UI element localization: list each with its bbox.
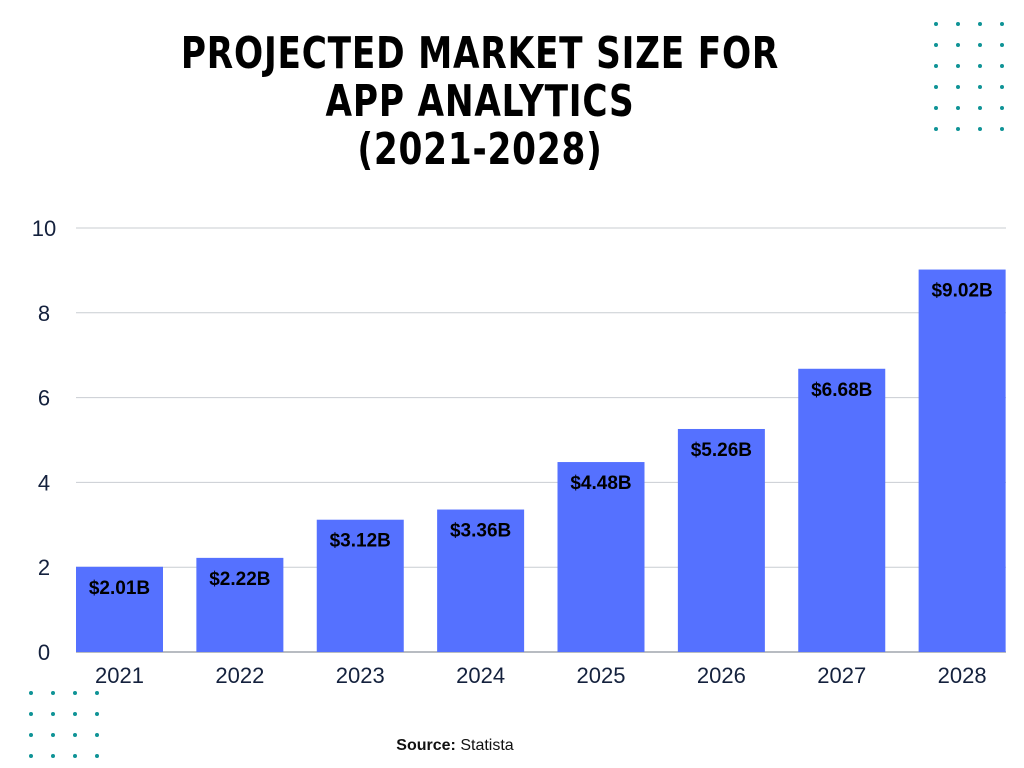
decorative-dot [73, 712, 77, 716]
decorative-dot [934, 106, 938, 110]
decorative-dot [934, 64, 938, 68]
bar [316, 519, 404, 652]
decorative-dot [51, 733, 55, 737]
data-label: $3.36B [450, 521, 511, 542]
decorative-dot [978, 64, 982, 68]
decorative-dot [956, 85, 960, 89]
decorative-dot [95, 712, 99, 716]
title-line-1: PROJECTED MARKET SIZE FOR [180, 28, 780, 79]
decorative-dot [29, 712, 33, 716]
data-label: $5.26B [691, 440, 752, 461]
decorative-dot [1000, 106, 1004, 110]
y-tick-label: 8 [38, 301, 50, 326]
data-label: $2.22B [209, 569, 270, 590]
decorative-dot [95, 733, 99, 737]
decorative-dot [51, 691, 55, 695]
bar [437, 509, 525, 652]
decorative-dot [934, 22, 938, 26]
decorative-dot [51, 712, 55, 716]
decorative-dot [73, 691, 77, 695]
y-tick-label: 4 [38, 470, 50, 495]
x-tick-label: 2021 [95, 663, 144, 688]
decorative-dot [29, 733, 33, 737]
y-tick-label: 10 [32, 216, 56, 241]
y-tick-label: 6 [38, 386, 50, 411]
decorative-dot [73, 733, 77, 737]
decorative-dot [29, 691, 33, 695]
chart-title: PROJECTED MARKET SIZE FOR APP ANALYTICS … [106, 30, 855, 174]
bar [677, 428, 765, 652]
data-label: $2.01B [89, 578, 150, 599]
decorative-dot [934, 85, 938, 89]
x-tick-label: 2028 [938, 663, 987, 688]
decorative-dot [956, 106, 960, 110]
decorative-dot [1000, 64, 1004, 68]
decorative-dot [978, 127, 982, 131]
x-tick-label: 2024 [456, 663, 505, 688]
decorative-dot [1000, 22, 1004, 26]
decorative-dot [956, 64, 960, 68]
x-tick-label: 2022 [215, 663, 264, 688]
decorative-dot [1000, 127, 1004, 131]
data-label: $4.48B [570, 473, 631, 494]
decorative-dot [73, 754, 77, 758]
y-tick-label: 2 [38, 555, 50, 580]
x-tick-label: 2027 [817, 663, 866, 688]
bar [76, 566, 163, 652]
source-note: Source: Statista [0, 737, 910, 755]
x-tick-label: 2026 [697, 663, 746, 688]
decorative-dot [95, 691, 99, 695]
bar [557, 462, 645, 652]
decorative-dot [95, 754, 99, 758]
data-label: $3.12B [330, 531, 391, 552]
data-label: $9.02B [931, 281, 992, 302]
decorative-dot [51, 754, 55, 758]
decorative-dot [978, 85, 982, 89]
decorative-dot [978, 106, 982, 110]
decorative-dot [978, 22, 982, 26]
y-tick-label: 0 [38, 640, 50, 665]
decorative-dot [1000, 85, 1004, 89]
bar [196, 557, 284, 652]
decorative-dot [934, 127, 938, 131]
title-line-2: APP ANALYTICS [325, 76, 635, 127]
decorative-dot [1000, 43, 1004, 47]
bar [798, 368, 886, 652]
bar [918, 269, 1006, 652]
decorative-dot [956, 43, 960, 47]
source-value: Statista [460, 737, 514, 754]
decorative-dot [956, 22, 960, 26]
x-tick-label: 2023 [336, 663, 385, 688]
source-label: Source: [396, 737, 456, 754]
data-label: $6.68B [811, 380, 872, 401]
decorative-dot [978, 43, 982, 47]
title-line-3: (2021-2028) [357, 124, 603, 175]
decorative-dot [934, 43, 938, 47]
decorative-dot [956, 127, 960, 131]
decorative-dot [29, 754, 33, 758]
x-tick-label: 2025 [577, 663, 626, 688]
